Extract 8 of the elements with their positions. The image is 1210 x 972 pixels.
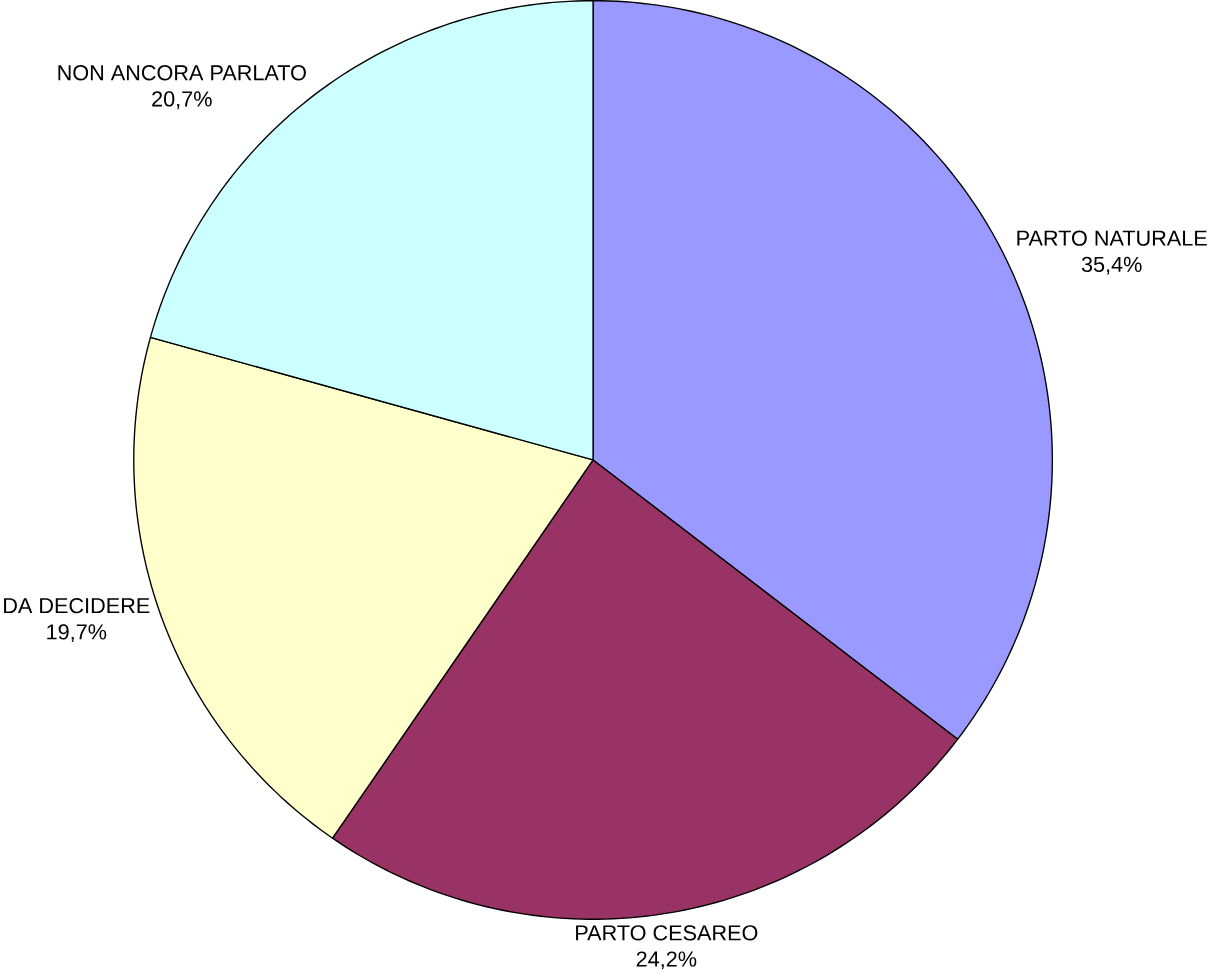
slice-label: PARTO CESAREO (576, 925, 758, 941)
slice-label: PARTO NATURALE (1017, 230, 1207, 247)
data-label: 24,2% (636, 951, 697, 970)
data-label: 20,7% (152, 91, 212, 110)
data-label: 35,4% (1081, 256, 1142, 275)
slice-label: DA DECIDERE (4, 598, 150, 614)
slice-label: NON ANCORA PARLATO (58, 65, 306, 81)
data-label: 19,7% (47, 624, 107, 643)
